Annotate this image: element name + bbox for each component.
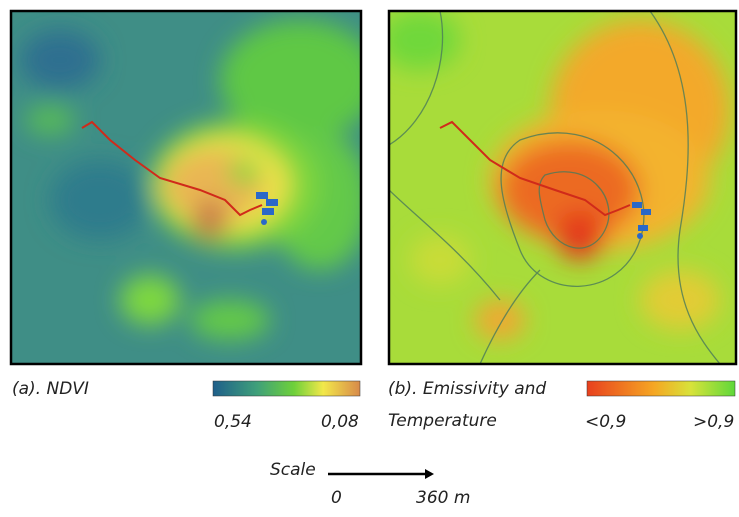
caption: (a). NDVI xyxy=(12,379,89,399)
color-bar xyxy=(213,381,360,396)
scale-start: 0 xyxy=(331,488,342,508)
figure: (a). NDVI 0,54 0,08 (b). Emissivity and … xyxy=(0,0,739,513)
emissivity-map xyxy=(380,10,736,364)
caption: (b). Emissivity and xyxy=(388,379,546,399)
legend-label: >0,9 xyxy=(693,412,734,432)
caption: Temperature xyxy=(388,411,497,431)
ndvi-map xyxy=(11,11,380,364)
scale-label: Scale xyxy=(270,460,316,480)
color-bar xyxy=(587,381,735,396)
page: (a). NDVI 0,54 0,08 (b). Emissivity and … xyxy=(0,0,739,517)
scale-end: 360 m xyxy=(416,488,470,508)
legend-label: 0,08 xyxy=(321,412,359,432)
legend-label: <0,9 xyxy=(585,412,626,432)
legend-label: 0,54 xyxy=(214,412,252,432)
scale-arrow xyxy=(425,469,434,479)
